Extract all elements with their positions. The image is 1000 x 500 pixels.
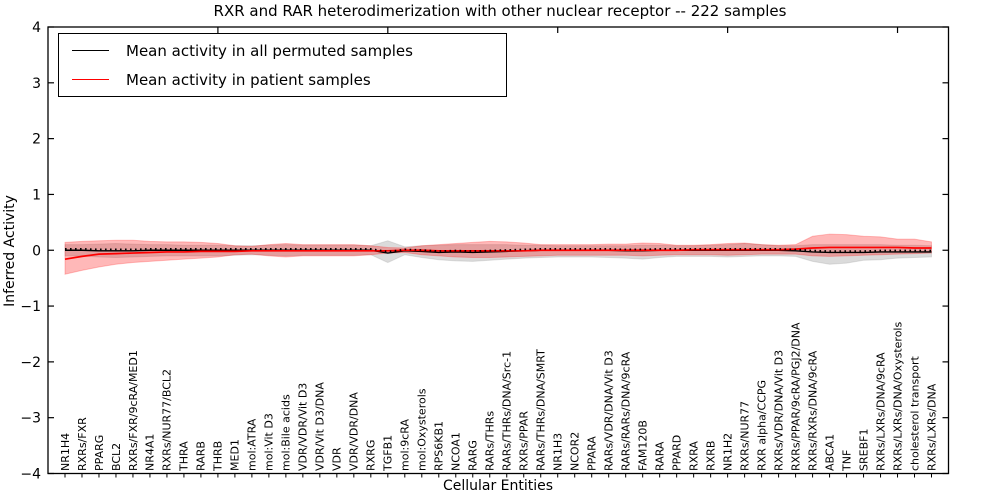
y-tick-label: 2: [32, 132, 41, 148]
x-entity-label: FAM120B: [636, 420, 649, 471]
x-entity-label: NR1H2: [721, 433, 734, 471]
x-entity-label: mol:9cRA: [399, 419, 412, 471]
x-entity-label: RXRs/FXR: [76, 417, 89, 471]
y-tick-label: −2: [20, 355, 41, 371]
y-tick-label: −4: [20, 467, 41, 483]
x-entity-label: VDR/VDR/DNA: [348, 392, 361, 471]
x-entity-label: VDR: [331, 447, 344, 471]
patient-mean-line: [64, 246, 932, 261]
patient-std-band: [64, 233, 933, 275]
x-entity-label: NR1H4: [59, 433, 72, 471]
red-line-swatch: [72, 79, 109, 80]
y-tick-label: −3: [20, 411, 41, 427]
x-entity-label: NR4A1: [144, 434, 157, 471]
x-entity-label: RARG: [467, 440, 480, 471]
y-axis-label: Inferred Activity: [2, 195, 18, 307]
legend-label: Mean activity in all permuted samples: [126, 41, 413, 60]
x-entity-label: RARs/THRs: [484, 411, 497, 471]
x-entity-label: ABCA1: [823, 434, 836, 471]
x-entity-label: SREBF1: [857, 429, 870, 471]
x-entity-label: RARs/VDR/DNA/Vit D3: [602, 350, 615, 471]
x-entity-label: RXRs/LXRs/DNA: [925, 383, 938, 471]
x-entity-label: VDR/VDR/Vit D3: [297, 383, 310, 471]
x-entity-label: RXRs/VDR/DNA/Vit D3: [772, 350, 785, 471]
x-entity-label: BCL2: [110, 443, 123, 471]
y-tick-label: 0: [32, 243, 41, 259]
y-tick-label: 4: [32, 20, 41, 36]
x-entity-label: RXRA: [687, 441, 700, 471]
x-entity-label: mol:ATRA: [246, 418, 259, 471]
x-entity-label: RXR alpha/CCPG: [755, 380, 768, 471]
x-entity-label: RXRs/LXRs/DNA/9cRA: [874, 352, 887, 471]
x-entity-label: RXRG: [365, 440, 378, 471]
x-entity-label: mol:Oxysterols: [416, 388, 429, 471]
x-entity-label: THRB: [212, 441, 225, 472]
x-entity-label: RARs/RARs/DNA/9cRA: [619, 351, 632, 471]
x-entity-label: PPARG: [93, 435, 106, 471]
y-tick-label: 1: [32, 187, 41, 203]
x-entity-label: THRA: [178, 441, 191, 472]
x-entity-label: RARs/THRs/DNA/Src-1: [501, 351, 514, 471]
x-entity-label: RXRs/FXR/9cRA/MED1: [127, 350, 140, 471]
x-entity-label: TNF: [840, 450, 853, 472]
x-entity-label: MED1: [229, 439, 242, 471]
x-entity-label: TGFB1: [382, 435, 395, 472]
chart-title: RXR and RAR heterodimerization with othe…: [213, 2, 787, 20]
x-entity-label: PPARD: [670, 435, 683, 471]
x-entity-label: NCOR2: [569, 432, 582, 471]
x-entity-label: RXRs/PPAR: [518, 411, 531, 471]
x-entity-label: RPS6KB1: [433, 421, 446, 471]
permuted-std-band: [64, 240, 933, 265]
x-entity-label: RARs/THRs/DNA/SMRT: [535, 349, 548, 471]
y-tick-label: 3: [32, 76, 41, 92]
black-line-swatch: [72, 50, 109, 51]
x-entity-label: VDR/Vit D3/DNA: [314, 382, 327, 471]
x-entity-label: mol:Bile acids: [280, 394, 293, 471]
legend-item-patient: Mean activity in patient samples: [59, 66, 506, 94]
x-entity-label: NCOA1: [450, 432, 463, 471]
y-tick-label: −1: [20, 299, 41, 315]
x-entity-label: cholesterol transport: [908, 356, 921, 471]
x-entity-label: RXRs/PPAR/9cRA/PGJ2/DNA: [789, 322, 802, 471]
x-entity-label: mol:Vit D3: [263, 413, 276, 471]
x-entity-label: RXRs/NUR77/BCL2: [161, 369, 174, 471]
legend-box: Mean activity in all permuted samples Me…: [58, 33, 507, 97]
x-entity-label: RXRs/LXRs/DNA/Oxysterols: [891, 322, 904, 471]
x-entity-label: NR1H3: [552, 433, 565, 471]
legend-label: Mean activity in patient samples: [126, 70, 371, 89]
x-entity-label: RARA: [653, 441, 666, 471]
x-entity-label: PPARA: [585, 436, 598, 471]
x-entity-label: RXRs/RXRs/DNA/9cRA: [806, 350, 819, 471]
x-entity-label: RARB: [195, 441, 208, 471]
x-entity-label: RXRB: [704, 441, 717, 471]
legend-item-permuted: Mean activity in all permuted samples: [59, 37, 506, 65]
x-axis-label: Cellular Entities: [442, 478, 554, 494]
x-entity-label: RXRs/NUR77: [738, 401, 751, 471]
